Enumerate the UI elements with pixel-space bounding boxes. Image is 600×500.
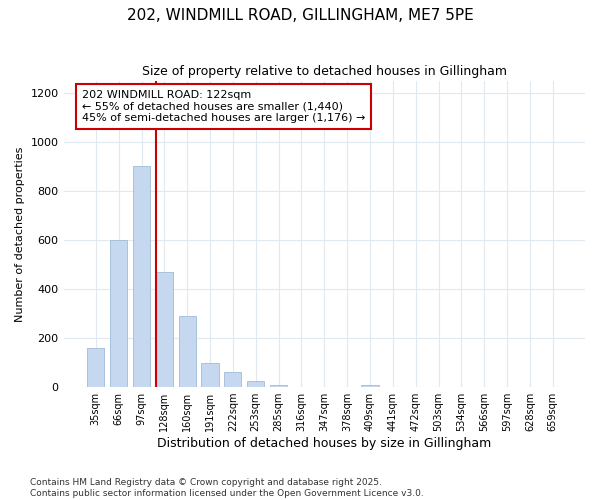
Bar — [179, 316, 196, 387]
Bar — [156, 272, 173, 387]
X-axis label: Distribution of detached houses by size in Gillingham: Distribution of detached houses by size … — [157, 437, 491, 450]
Bar — [247, 381, 265, 387]
Text: 202, WINDMILL ROAD, GILLINGHAM, ME7 5PE: 202, WINDMILL ROAD, GILLINGHAM, ME7 5PE — [127, 8, 473, 22]
Bar — [270, 384, 287, 387]
Bar — [87, 348, 104, 387]
Y-axis label: Number of detached properties: Number of detached properties — [15, 146, 25, 322]
Text: 202 WINDMILL ROAD: 122sqm
← 55% of detached houses are smaller (1,440)
45% of se: 202 WINDMILL ROAD: 122sqm ← 55% of detac… — [82, 90, 365, 123]
Title: Size of property relative to detached houses in Gillingham: Size of property relative to detached ho… — [142, 65, 507, 78]
Text: Contains HM Land Registry data © Crown copyright and database right 2025.
Contai: Contains HM Land Registry data © Crown c… — [30, 478, 424, 498]
Bar — [361, 384, 379, 387]
Bar — [110, 240, 127, 387]
Bar — [202, 362, 218, 387]
Bar — [224, 372, 241, 387]
Bar — [133, 166, 150, 387]
